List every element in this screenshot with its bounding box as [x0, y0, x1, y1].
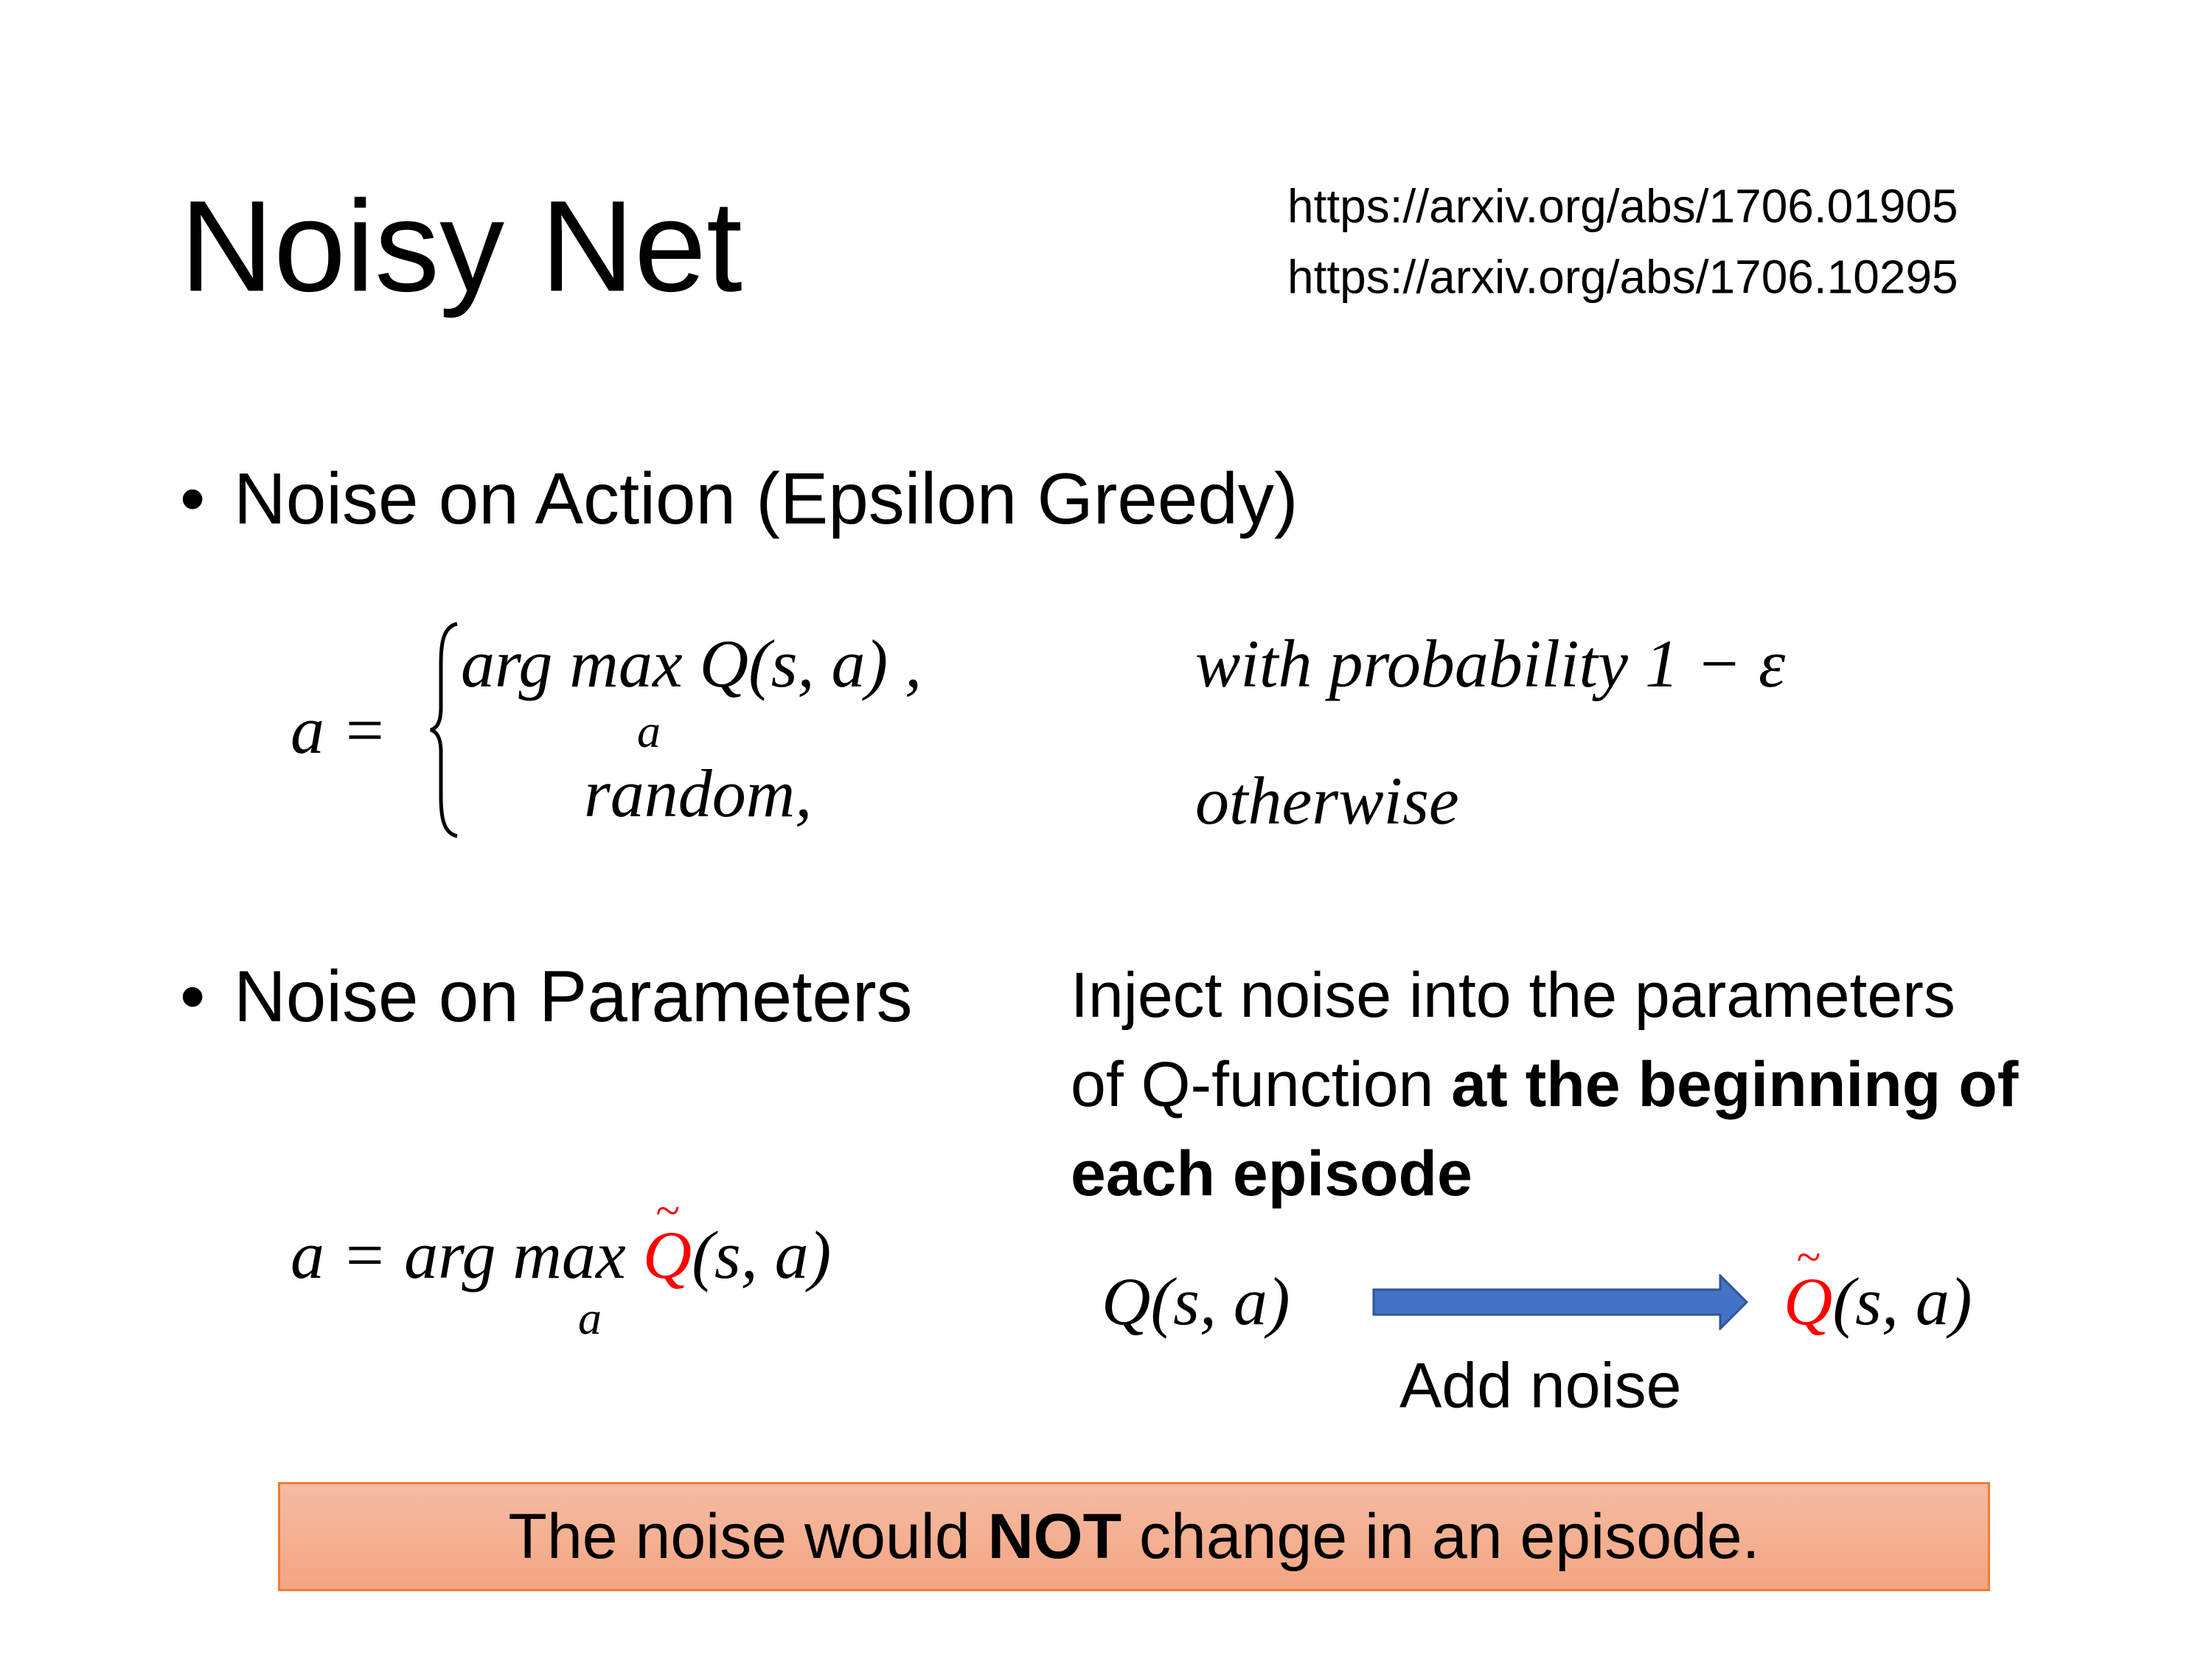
description-line-3: each episode: [1071, 1130, 2018, 1219]
eq1-case1-expression: arg max Q(s, a) ,: [461, 626, 922, 701]
callout-text-before: The noise would: [508, 1500, 988, 1572]
parameter-noise-description: Inject noise into the parameters of Q-fu…: [1071, 951, 2018, 1219]
callout-emphasis: NOT: [987, 1500, 1122, 1572]
eq1-case2-expression: random,: [584, 756, 813, 831]
eq1-lhs: a =: [291, 692, 388, 768]
reference-link-1[interactable]: https://arxiv.org/abs/1706.01905: [1287, 179, 1958, 233]
q-function: Q(s, a): [1102, 1264, 1290, 1339]
eq1-case2-condition: otherwise: [1195, 763, 1459, 838]
description-line-1: Inject noise into the parameters: [1071, 960, 1955, 1031]
q-symbol: Q: [642, 1217, 692, 1293]
tilde-mark: ~: [655, 1186, 680, 1235]
bullet-noise-on-action: • Noise on Action (Epsilon Greedy): [180, 456, 1298, 543]
right-arrow-icon: [1372, 1274, 1748, 1330]
callout-text: The noise would NOT change in an episode…: [508, 1500, 1759, 1573]
description-line-2: of Q-function at the beginning of: [1071, 1040, 2018, 1130]
bullet-marker: •: [180, 458, 206, 540]
description-text: of Q-function: [1071, 1049, 1452, 1120]
description-emphasis: each episode: [1071, 1138, 1472, 1209]
add-noise-label: Add noise: [1399, 1350, 1682, 1422]
eq1-case1-condition: with probability 1 − ε: [1195, 626, 1786, 701]
noisy-q-function: ~ Q(s, a): [1784, 1235, 1972, 1335]
callout-box: The noise would NOT change in an episode…: [278, 1482, 1990, 1591]
eq2-lhs: a = arg max: [291, 1217, 643, 1293]
eq2-args: (s, a): [692, 1217, 832, 1293]
bullet-marker: •: [180, 956, 206, 1037]
description-emphasis: at the beginning of: [1451, 1049, 2019, 1120]
bullet-text: Noise on Action (Epsilon Greedy): [234, 458, 1298, 540]
noisy-q-args: (s, a): [1832, 1264, 1972, 1339]
bullet-text: Noise on Parameters: [234, 956, 913, 1037]
tilde-mark: ~: [1795, 1233, 1820, 1281]
q-tilde: ~ Q: [1784, 1235, 1832, 1335]
bullet-noise-on-parameters: • Noise on Parameters: [180, 953, 913, 1040]
q-tilde: ~ Q: [643, 1189, 692, 1289]
callout-text-after: change in an episode.: [1121, 1500, 1760, 1572]
q-symbol: Q: [1784, 1264, 1833, 1339]
eq1-case1-subscript: a: [637, 705, 661, 757]
eq2-subscript: a: [578, 1292, 602, 1344]
eq2: a = arg max ~ Q(s, a): [291, 1189, 831, 1289]
curly-brace: [430, 622, 458, 838]
slide-title: Noisy Net: [180, 174, 742, 319]
reference-link-2[interactable]: https://arxiv.org/abs/1706.10295: [1287, 250, 1958, 304]
